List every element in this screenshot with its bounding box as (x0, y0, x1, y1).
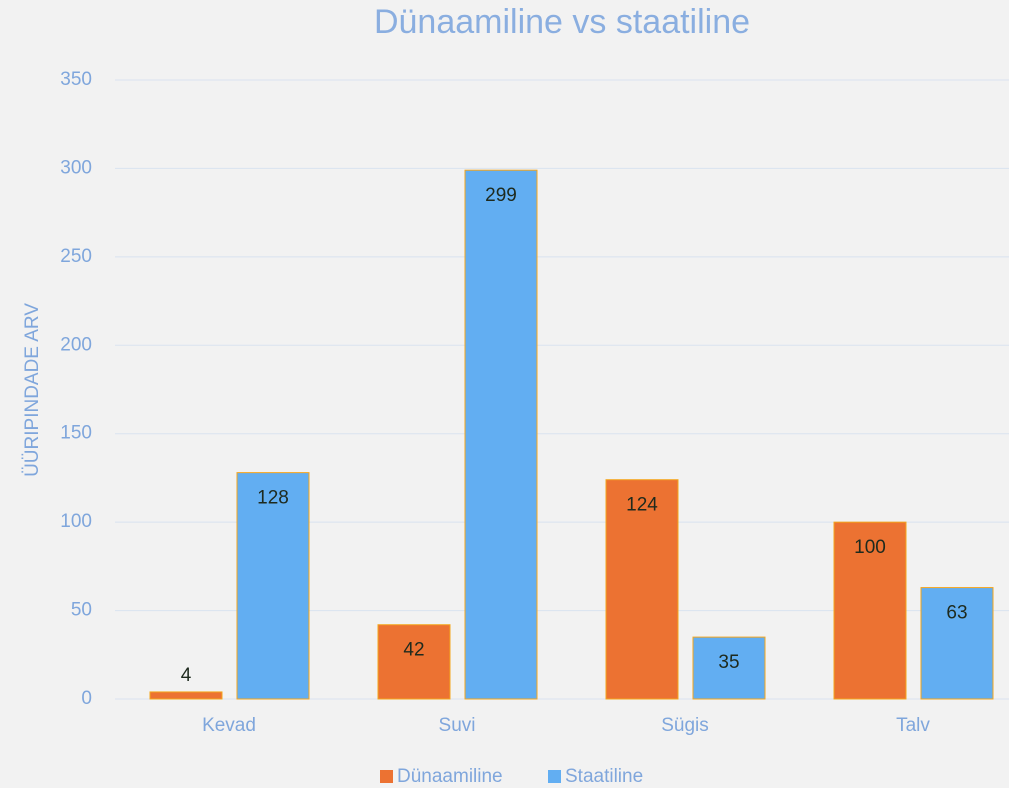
legend-swatch (380, 770, 393, 783)
bar (692, 636, 766, 700)
bar (833, 521, 907, 700)
data-label: 124 (626, 495, 658, 516)
data-label: 63 (946, 603, 967, 624)
bar (149, 691, 223, 700)
y-tick-label: 250 (60, 246, 92, 267)
data-label: 35 (718, 652, 739, 673)
data-label: 4 (181, 665, 192, 686)
legend-label: Staatiline (565, 766, 643, 787)
y-tick-label: 200 (60, 334, 92, 355)
legend-label: Dünaamiline (397, 766, 503, 787)
y-tick-label: 350 (60, 69, 92, 90)
y-axis-title: ÜÜRIPINDADE ARV (22, 303, 43, 477)
x-tick-label: Sügis (661, 715, 709, 736)
y-tick-label: 50 (71, 600, 92, 621)
y-tick-label: 150 (60, 423, 92, 444)
bar (920, 587, 994, 700)
y-tick-label: 0 (81, 688, 92, 709)
x-tick-label: Talv (896, 715, 930, 736)
x-tick-label: Kevad (202, 715, 256, 736)
legend-swatch (548, 770, 561, 783)
bar (605, 479, 679, 700)
y-tick-label: 100 (60, 511, 92, 532)
bar (236, 472, 310, 700)
data-label: 128 (257, 488, 289, 509)
data-label: 42 (403, 640, 424, 661)
bar (377, 624, 451, 700)
y-tick-label: 300 (60, 157, 92, 178)
x-tick-label: Suvi (439, 715, 476, 736)
bar (464, 169, 538, 700)
data-label: 299 (485, 185, 517, 206)
data-label: 100 (854, 537, 886, 558)
chart-title: Dünaamiline vs staatiline (374, 3, 750, 41)
